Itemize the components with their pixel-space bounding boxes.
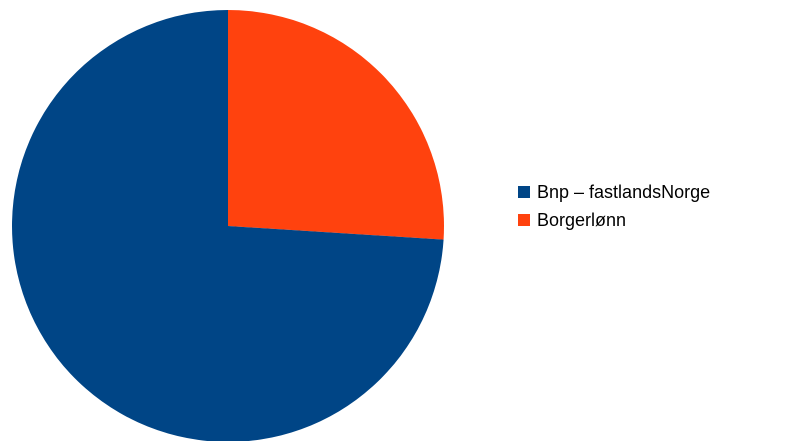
legend-swatch-bnp bbox=[518, 186, 530, 198]
legend-swatch-borgerlonn bbox=[518, 214, 530, 226]
pie-slice-bnp bbox=[11, 10, 444, 442]
chart-legend: Bnp – fastlandsNorge Borgerlønn bbox=[518, 178, 710, 234]
legend-item-borgerlonn: Borgerlønn bbox=[518, 206, 710, 234]
legend-label-bnp: Bnp – fastlandsNorge bbox=[537, 181, 711, 202]
pie-slice-borgerlonn bbox=[228, 10, 444, 240]
legend-label-borgerlonn: Borgerlønn bbox=[537, 209, 627, 230]
legend-item-bnp: Bnp – fastlandsNorge bbox=[518, 178, 710, 206]
